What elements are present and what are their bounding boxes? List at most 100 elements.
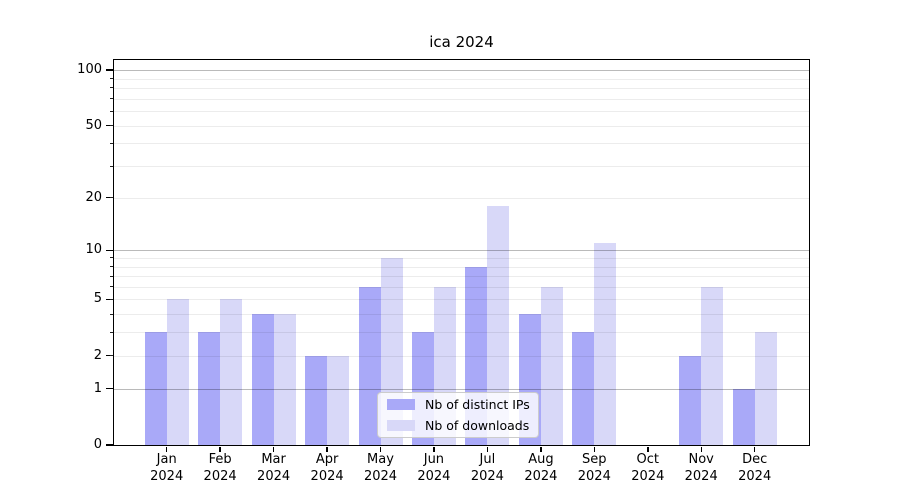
bar-nb-of-downloads-sep: [594, 243, 617, 445]
y-tick-mark-minor: [109, 355, 113, 357]
x-tick-label-line: 2024: [524, 469, 558, 484]
legend: Nb of distinct IPs Nb of downloads: [377, 392, 539, 438]
x-tick-label-line: Mar: [261, 452, 286, 467]
y-tick-mark-minor: [109, 331, 113, 333]
x-tick-label-line: Aug: [528, 452, 554, 467]
y-tick-label: 10: [85, 242, 102, 258]
bar-nb-of-downloads-mar: [273, 314, 296, 445]
x-tick-label-line: Sep: [582, 452, 607, 467]
x-tick-mark: [165, 446, 168, 452]
x-tick-label-line: 2024: [310, 469, 344, 484]
x-tick-label-line: Dec: [742, 452, 768, 467]
gridline-minor: [114, 143, 809, 145]
x-tick-label: Jul 2024: [455, 451, 519, 485]
legend-item-downloads: Nb of downloads: [378, 415, 538, 436]
y-tick-mark-minor: [109, 78, 113, 79]
x-tick-mark: [647, 446, 649, 452]
gridline-minor: [114, 314, 809, 316]
gridline-minor: [114, 332, 809, 334]
x-tick-label: Aug 2024: [509, 451, 573, 485]
legend-swatch-downloads: [387, 420, 415, 431]
x-tick-label: Feb 2024: [188, 451, 252, 485]
bar-nb-of-downloads-jul: [487, 205, 510, 445]
x-tick-mark: [326, 446, 328, 452]
y-tick-label: 2: [93, 347, 102, 363]
bar-nb-of-distinct-ips-nov: [679, 355, 702, 445]
y-tick-mark-minor: [109, 313, 113, 315]
gridline-minor: [114, 166, 809, 167]
x-tick-label-line: 2024: [257, 469, 291, 484]
y-tick-label: 20: [85, 189, 102, 205]
gridline-minor: [114, 355, 809, 357]
gridline-minor: [114, 197, 809, 199]
x-tick-label-line: 2024: [470, 469, 504, 484]
x-tick-label-line: Nov: [688, 452, 714, 467]
gridline-minor: [114, 299, 809, 301]
y-tick-mark-minor: [109, 298, 113, 300]
y-tick-label: 0: [93, 437, 102, 452]
y-tick-label: 5: [93, 291, 102, 307]
y-tick-mark-minor: [109, 275, 113, 277]
y-tick-mark: [106, 388, 113, 390]
y-tick-label: 50: [85, 117, 102, 133]
bar-nb-of-distinct-ips-feb: [198, 332, 221, 445]
y-tick-mark-minor: [109, 257, 113, 259]
bar-nb-of-downloads-nov: [701, 286, 724, 445]
x-tick-label-line: Oct: [636, 452, 660, 467]
x-tick-label: Sep 2024: [562, 451, 626, 485]
x-tick-label: Dec 2024: [723, 451, 787, 485]
legend-swatch-distinct-ips: [387, 399, 415, 410]
x-tick-label-line: 2024: [363, 469, 398, 484]
bar-nb-of-downloads-feb: [220, 299, 243, 445]
x-tick-label-line: 2024: [203, 469, 237, 484]
x-tick-mark: [219, 446, 221, 452]
x-tick-label-line: 2024: [738, 469, 772, 484]
bar-nb-of-downloads-dec: [754, 332, 777, 445]
y-tick-mark: [106, 249, 113, 251]
y-tick-mark-minor: [109, 142, 113, 144]
y-tick-mark-minor: [109, 197, 113, 199]
y-tick-mark: [106, 69, 113, 71]
x-tick-label: Mar 2024: [242, 451, 306, 485]
gridline-minor: [114, 87, 809, 89]
x-tick-mark: [486, 446, 489, 452]
y-tick-label: 1: [93, 380, 102, 396]
bar-nb-of-distinct-ips-apr: [305, 355, 328, 445]
chart-title: ica 2024: [429, 33, 494, 51]
gridline-minor: [114, 78, 809, 80]
y-tick-mark-minor: [109, 98, 113, 100]
x-tick-label-line: Apr: [315, 452, 339, 467]
gridline-major: [114, 388, 809, 390]
x-tick-mark: [753, 446, 756, 452]
gridline-minor: [114, 125, 809, 127]
plot-area: [114, 60, 809, 445]
x-tick-label: Apr 2024: [295, 451, 359, 485]
x-tick-label-line: 2024: [631, 469, 665, 484]
x-tick-label-line: Jul: [479, 452, 496, 467]
bar-nb-of-distinct-ips-dec: [732, 388, 755, 445]
x-tick-mark: [540, 446, 542, 452]
bar-nb-of-distinct-ips-sep: [572, 332, 595, 445]
bar-nb-of-distinct-ips-jan: [144, 332, 167, 445]
y-tick-label: 100: [77, 62, 102, 77]
bar-nb-of-distinct-ips-mar: [251, 314, 274, 445]
x-tick-label-line: 2024: [417, 469, 451, 484]
x-tick-label-line: 2024: [150, 469, 184, 484]
x-tick-mark: [272, 446, 275, 452]
gridline-minor: [114, 266, 809, 268]
plot-frame: [112, 58, 810, 446]
x-tick-mark: [379, 446, 382, 452]
x-tick-label-line: Feb: [208, 452, 232, 467]
x-tick-label-line: Jan: [156, 452, 177, 467]
x-tick-label-line: 2024: [577, 469, 611, 484]
legend-label-downloads: Nb of downloads: [425, 418, 530, 433]
bar-nb-of-distinct-ips-may: [358, 286, 381, 445]
x-tick-label: Jan 2024: [135, 451, 199, 485]
bar-nb-of-downloads-aug: [540, 286, 563, 445]
x-tick-label-line: 2024: [684, 469, 718, 484]
x-tick-label: Nov 2024: [669, 451, 733, 485]
bar-nb-of-downloads-jan: [166, 299, 189, 445]
x-tick-mark: [700, 446, 702, 452]
gridline-major: [114, 70, 809, 71]
x-tick-label: Oct 2024: [616, 451, 680, 485]
